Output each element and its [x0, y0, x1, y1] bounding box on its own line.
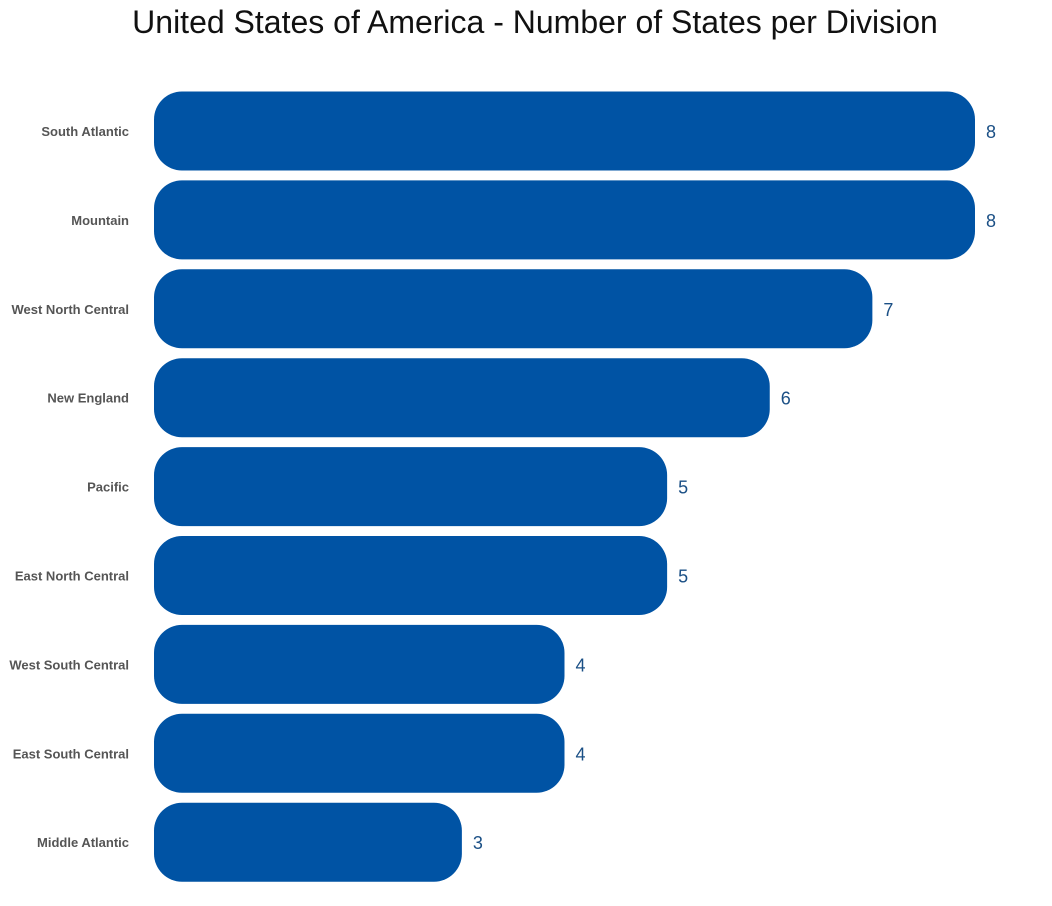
- category-label-mountain: Mountain: [71, 213, 129, 228]
- value-label-mountain: 8: [986, 211, 996, 231]
- bar-west-south-central: [154, 624, 565, 704]
- category-label-west-north-central: West North Central: [12, 302, 130, 317]
- chart-title: United States of America - Number of Sta…: [132, 4, 938, 40]
- bars-group: [154, 91, 975, 882]
- value-label-east-north-central: 5: [678, 567, 688, 587]
- category-label-new-england: New England: [47, 391, 129, 406]
- bar-middle-atlantic: [154, 802, 462, 882]
- bar-east-south-central: [154, 713, 565, 793]
- value-label-new-england: 6: [781, 389, 791, 409]
- bar-east-north-central: [154, 536, 668, 615]
- value-label-south-atlantic: 8: [986, 122, 996, 142]
- value-label-east-south-central: 4: [576, 744, 586, 764]
- category-label-west-south-central: West South Central: [9, 657, 129, 672]
- value-label-middle-atlantic: 3: [473, 833, 483, 853]
- bar-west-north-central: [154, 269, 873, 349]
- bar-pacific: [154, 447, 668, 527]
- category-label-east-south-central: East South Central: [13, 746, 129, 761]
- category-label-pacific: Pacific: [87, 480, 129, 495]
- value-label-pacific: 5: [678, 478, 688, 498]
- bar-mountain: [154, 180, 975, 260]
- bar-south-atlantic: [154, 91, 975, 171]
- category-label-middle-atlantic: Middle Atlantic: [37, 835, 129, 850]
- category-label-east-north-central: East North Central: [15, 569, 129, 584]
- category-axis-labels: South Atlantic Mountain West North Central…: [9, 124, 129, 850]
- value-label-west-south-central: 4: [576, 655, 586, 675]
- value-label-west-north-central: 7: [883, 300, 893, 320]
- category-label-south-atlantic: South Atlantic: [41, 124, 129, 139]
- value-labels-group: 8 8 7 6 5 5 4 4 3: [473, 122, 996, 853]
- bar-new-england: [154, 358, 770, 438]
